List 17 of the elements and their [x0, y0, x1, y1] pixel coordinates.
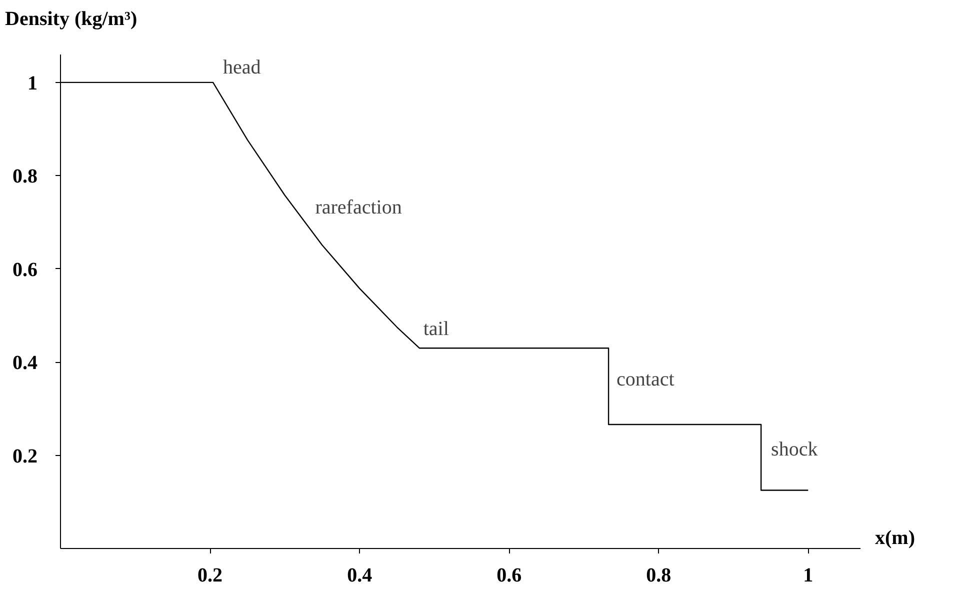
- y-tick-label: 0.4: [12, 352, 38, 374]
- y-tick-label: 1: [28, 72, 38, 94]
- annotation: tail: [423, 318, 450, 340]
- annotation: shock: [771, 438, 818, 461]
- x-tick-label: 0.2: [198, 564, 223, 586]
- y-axis-title: Density (kg/m³): [5, 7, 138, 32]
- annotation: contact: [616, 368, 675, 391]
- x-axis-title: x(m): [875, 526, 915, 551]
- x-tick-label: 1: [803, 564, 814, 586]
- annotation: head: [223, 56, 261, 78]
- y-tick-label: 0.8: [12, 166, 38, 188]
- annotation: rarefaction: [315, 196, 402, 218]
- x-tick-label: 0.8: [646, 564, 672, 586]
- y-tick-label: 0.2: [12, 445, 38, 468]
- x-tick-label: 0.4: [347, 564, 372, 586]
- x-tick-label: 0.6: [496, 564, 522, 586]
- y-tick-label: 0.6: [12, 258, 38, 281]
